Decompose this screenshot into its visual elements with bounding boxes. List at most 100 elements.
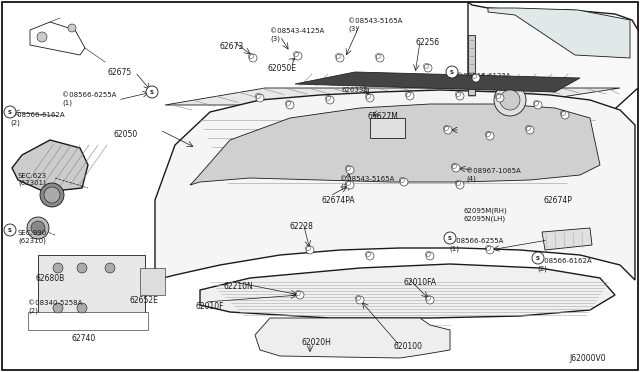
Circle shape bbox=[426, 252, 434, 260]
Polygon shape bbox=[370, 118, 405, 138]
Polygon shape bbox=[165, 88, 620, 105]
Text: SEC.990
(62310): SEC.990 (62310) bbox=[18, 230, 47, 244]
Polygon shape bbox=[295, 72, 580, 92]
Text: ©08566-6162A
(2): ©08566-6162A (2) bbox=[10, 112, 65, 125]
Text: J62000V0: J62000V0 bbox=[569, 354, 605, 363]
Text: 62228: 62228 bbox=[290, 222, 314, 231]
Circle shape bbox=[68, 24, 76, 32]
Text: 62674P: 62674P bbox=[543, 196, 572, 205]
Circle shape bbox=[444, 126, 452, 134]
Text: 62740: 62740 bbox=[72, 334, 96, 343]
Text: 62210N: 62210N bbox=[224, 282, 253, 291]
Text: 62256: 62256 bbox=[415, 38, 439, 47]
Text: S: S bbox=[8, 109, 12, 115]
Circle shape bbox=[452, 164, 460, 172]
Circle shape bbox=[346, 181, 354, 189]
Text: 62050: 62050 bbox=[113, 130, 137, 139]
Text: 62257
626330: 62257 626330 bbox=[342, 80, 369, 93]
Circle shape bbox=[53, 303, 63, 313]
Circle shape bbox=[456, 181, 464, 189]
Text: ©08543-4125A
(3): ©08543-4125A (3) bbox=[270, 28, 324, 42]
Text: S: S bbox=[450, 70, 454, 74]
Text: ©08543-5165A
(3): ©08543-5165A (3) bbox=[340, 176, 394, 189]
Circle shape bbox=[486, 246, 494, 254]
Text: 62010F: 62010F bbox=[196, 302, 225, 311]
Circle shape bbox=[426, 296, 434, 304]
Circle shape bbox=[31, 221, 45, 235]
Polygon shape bbox=[140, 268, 165, 295]
Text: 620100: 620100 bbox=[394, 342, 423, 351]
Circle shape bbox=[306, 246, 314, 254]
Circle shape bbox=[534, 101, 542, 109]
Circle shape bbox=[406, 92, 414, 100]
Circle shape bbox=[326, 96, 334, 104]
Circle shape bbox=[366, 94, 374, 102]
Circle shape bbox=[561, 111, 569, 119]
Circle shape bbox=[494, 84, 526, 116]
Text: S: S bbox=[150, 90, 154, 94]
Polygon shape bbox=[38, 255, 145, 325]
Circle shape bbox=[496, 94, 504, 102]
Text: ©08566-6122A
(4): ©08566-6122A (4) bbox=[456, 73, 511, 87]
Text: 62652E: 62652E bbox=[130, 296, 159, 305]
Circle shape bbox=[27, 217, 49, 239]
Circle shape bbox=[526, 126, 534, 134]
Circle shape bbox=[500, 90, 520, 110]
Circle shape bbox=[249, 54, 257, 62]
Text: SEC.623
(62301): SEC.623 (62301) bbox=[18, 173, 47, 186]
Circle shape bbox=[146, 86, 158, 98]
Circle shape bbox=[105, 263, 115, 273]
Text: S: S bbox=[448, 235, 452, 241]
Text: ©08543-5165A
(3): ©08543-5165A (3) bbox=[348, 18, 403, 32]
Text: S: S bbox=[536, 256, 540, 260]
Circle shape bbox=[376, 54, 384, 62]
Circle shape bbox=[286, 101, 294, 109]
Text: 62673: 62673 bbox=[220, 42, 244, 51]
Text: ©08566-6255A
(1): ©08566-6255A (1) bbox=[62, 92, 116, 106]
Text: 62674PA: 62674PA bbox=[322, 196, 356, 205]
Text: 62095M(RH)
62095N(LH): 62095M(RH) 62095N(LH) bbox=[464, 208, 508, 222]
Text: ©08566-6255A
(1): ©08566-6255A (1) bbox=[449, 238, 504, 251]
Polygon shape bbox=[488, 8, 630, 58]
Polygon shape bbox=[12, 140, 88, 192]
Polygon shape bbox=[155, 90, 635, 280]
Circle shape bbox=[37, 32, 47, 42]
Circle shape bbox=[53, 263, 63, 273]
Circle shape bbox=[296, 291, 304, 299]
Circle shape bbox=[4, 106, 16, 118]
Text: 65627M: 65627M bbox=[368, 112, 399, 121]
Text: ©08340-5258A
(2): ©08340-5258A (2) bbox=[28, 300, 83, 314]
Polygon shape bbox=[468, 35, 475, 95]
Circle shape bbox=[356, 296, 364, 304]
Circle shape bbox=[444, 232, 456, 244]
Circle shape bbox=[77, 263, 87, 273]
Circle shape bbox=[77, 303, 87, 313]
Circle shape bbox=[44, 187, 60, 203]
Circle shape bbox=[4, 224, 16, 236]
Polygon shape bbox=[542, 228, 592, 250]
Text: 62680B: 62680B bbox=[35, 274, 64, 283]
Polygon shape bbox=[200, 264, 615, 318]
Text: 62675: 62675 bbox=[108, 68, 132, 77]
Circle shape bbox=[294, 52, 302, 60]
Circle shape bbox=[256, 94, 264, 102]
Text: 62020H: 62020H bbox=[302, 338, 332, 347]
Circle shape bbox=[40, 183, 64, 207]
Circle shape bbox=[532, 252, 544, 264]
Circle shape bbox=[346, 166, 354, 174]
Circle shape bbox=[446, 66, 458, 78]
Text: 62050E: 62050E bbox=[267, 64, 296, 73]
Polygon shape bbox=[468, 2, 638, 122]
Circle shape bbox=[366, 252, 374, 260]
Text: ©08967-1065A
(4): ©08967-1065A (4) bbox=[466, 168, 521, 182]
Text: 62010FA: 62010FA bbox=[404, 278, 437, 287]
Circle shape bbox=[424, 64, 432, 72]
Polygon shape bbox=[28, 312, 148, 330]
Circle shape bbox=[456, 92, 464, 100]
Text: ©08566-6162A
(2): ©08566-6162A (2) bbox=[537, 258, 591, 272]
Polygon shape bbox=[255, 318, 450, 358]
Circle shape bbox=[472, 74, 480, 82]
Circle shape bbox=[486, 132, 494, 140]
Circle shape bbox=[336, 54, 344, 62]
Polygon shape bbox=[500, 104, 522, 112]
